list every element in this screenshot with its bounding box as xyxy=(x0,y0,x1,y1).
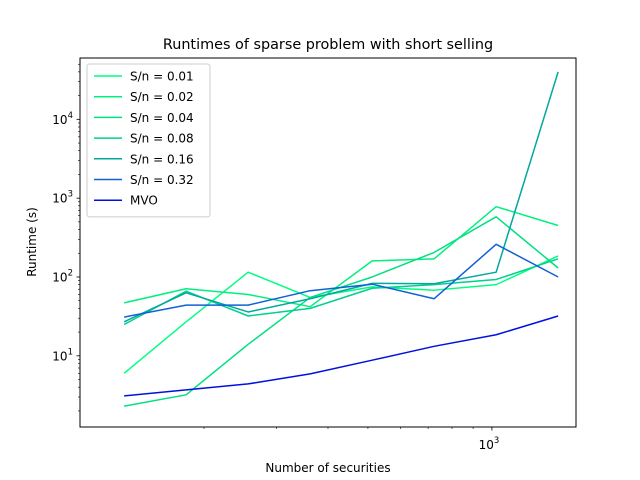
y-tick-label-1: 102 xyxy=(52,268,73,284)
series-layer xyxy=(123,71,559,407)
legend-label-4: S/n = 0.16 xyxy=(130,152,194,166)
series-line-4 xyxy=(123,71,559,323)
series-line-0 xyxy=(123,255,559,374)
series-line-6 xyxy=(124,315,559,397)
series-line-1 xyxy=(123,205,559,308)
legend-label-6: MVO xyxy=(130,194,158,208)
y-tick-label-0: 101 xyxy=(52,347,73,363)
legend-box xyxy=(86,63,211,218)
series-line-5 xyxy=(124,243,559,318)
legend-label-3: S/n = 0.08 xyxy=(130,132,194,146)
x-axis: 103 xyxy=(203,427,500,452)
legend-label-5: S/n = 0.32 xyxy=(130,173,194,187)
y-tick-label-3: 104 xyxy=(52,111,73,127)
chart-title: Runtimes of sparse problem with short se… xyxy=(163,37,493,53)
x-axis-label: Number of securities xyxy=(265,461,390,475)
legend-label-0: S/n = 0.01 xyxy=(130,70,194,84)
y-axis: 101 102 103 104 xyxy=(52,63,80,412)
y-axis-label: Runtime (s) xyxy=(25,207,39,277)
y-tick-label-2: 103 xyxy=(52,190,73,206)
legend-label-2: S/n = 0.04 xyxy=(130,111,194,125)
legend: S/n = 0.01 S/n = 0.02 S/n = 0.04 S/n = 0.08… xyxy=(86,63,211,218)
x-tick-label-0: 103 xyxy=(479,436,500,452)
legend-label-1: S/n = 0.02 xyxy=(130,90,194,104)
